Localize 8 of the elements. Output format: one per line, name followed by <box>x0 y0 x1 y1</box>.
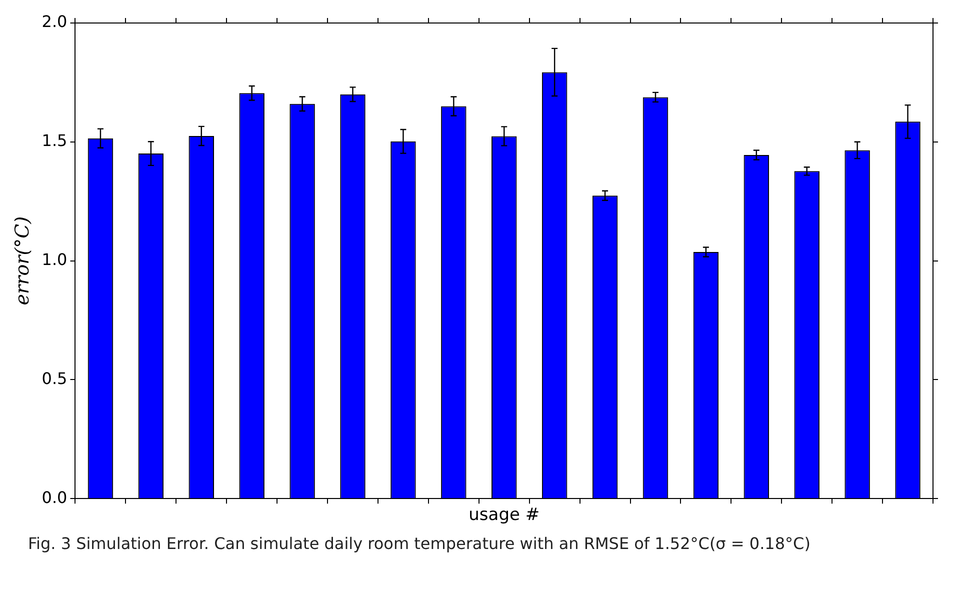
y-axis-title: error(°C) <box>11 216 34 306</box>
y-tick-label: 0.0 <box>42 488 68 507</box>
y-tick-label: 1.0 <box>42 250 68 269</box>
x-axis-title: usage # <box>468 505 540 526</box>
y-tick-label: 1.5 <box>42 131 68 150</box>
y-tick-label: 0.5 <box>42 368 68 388</box>
caption: Fig. 3 Simulation Error. Can simulate daily room temperature with an RMSE of 1.52°C(σ = 0.18°C) <box>27 533 812 555</box>
y-tick-label: 2.0 <box>42 12 68 32</box>
